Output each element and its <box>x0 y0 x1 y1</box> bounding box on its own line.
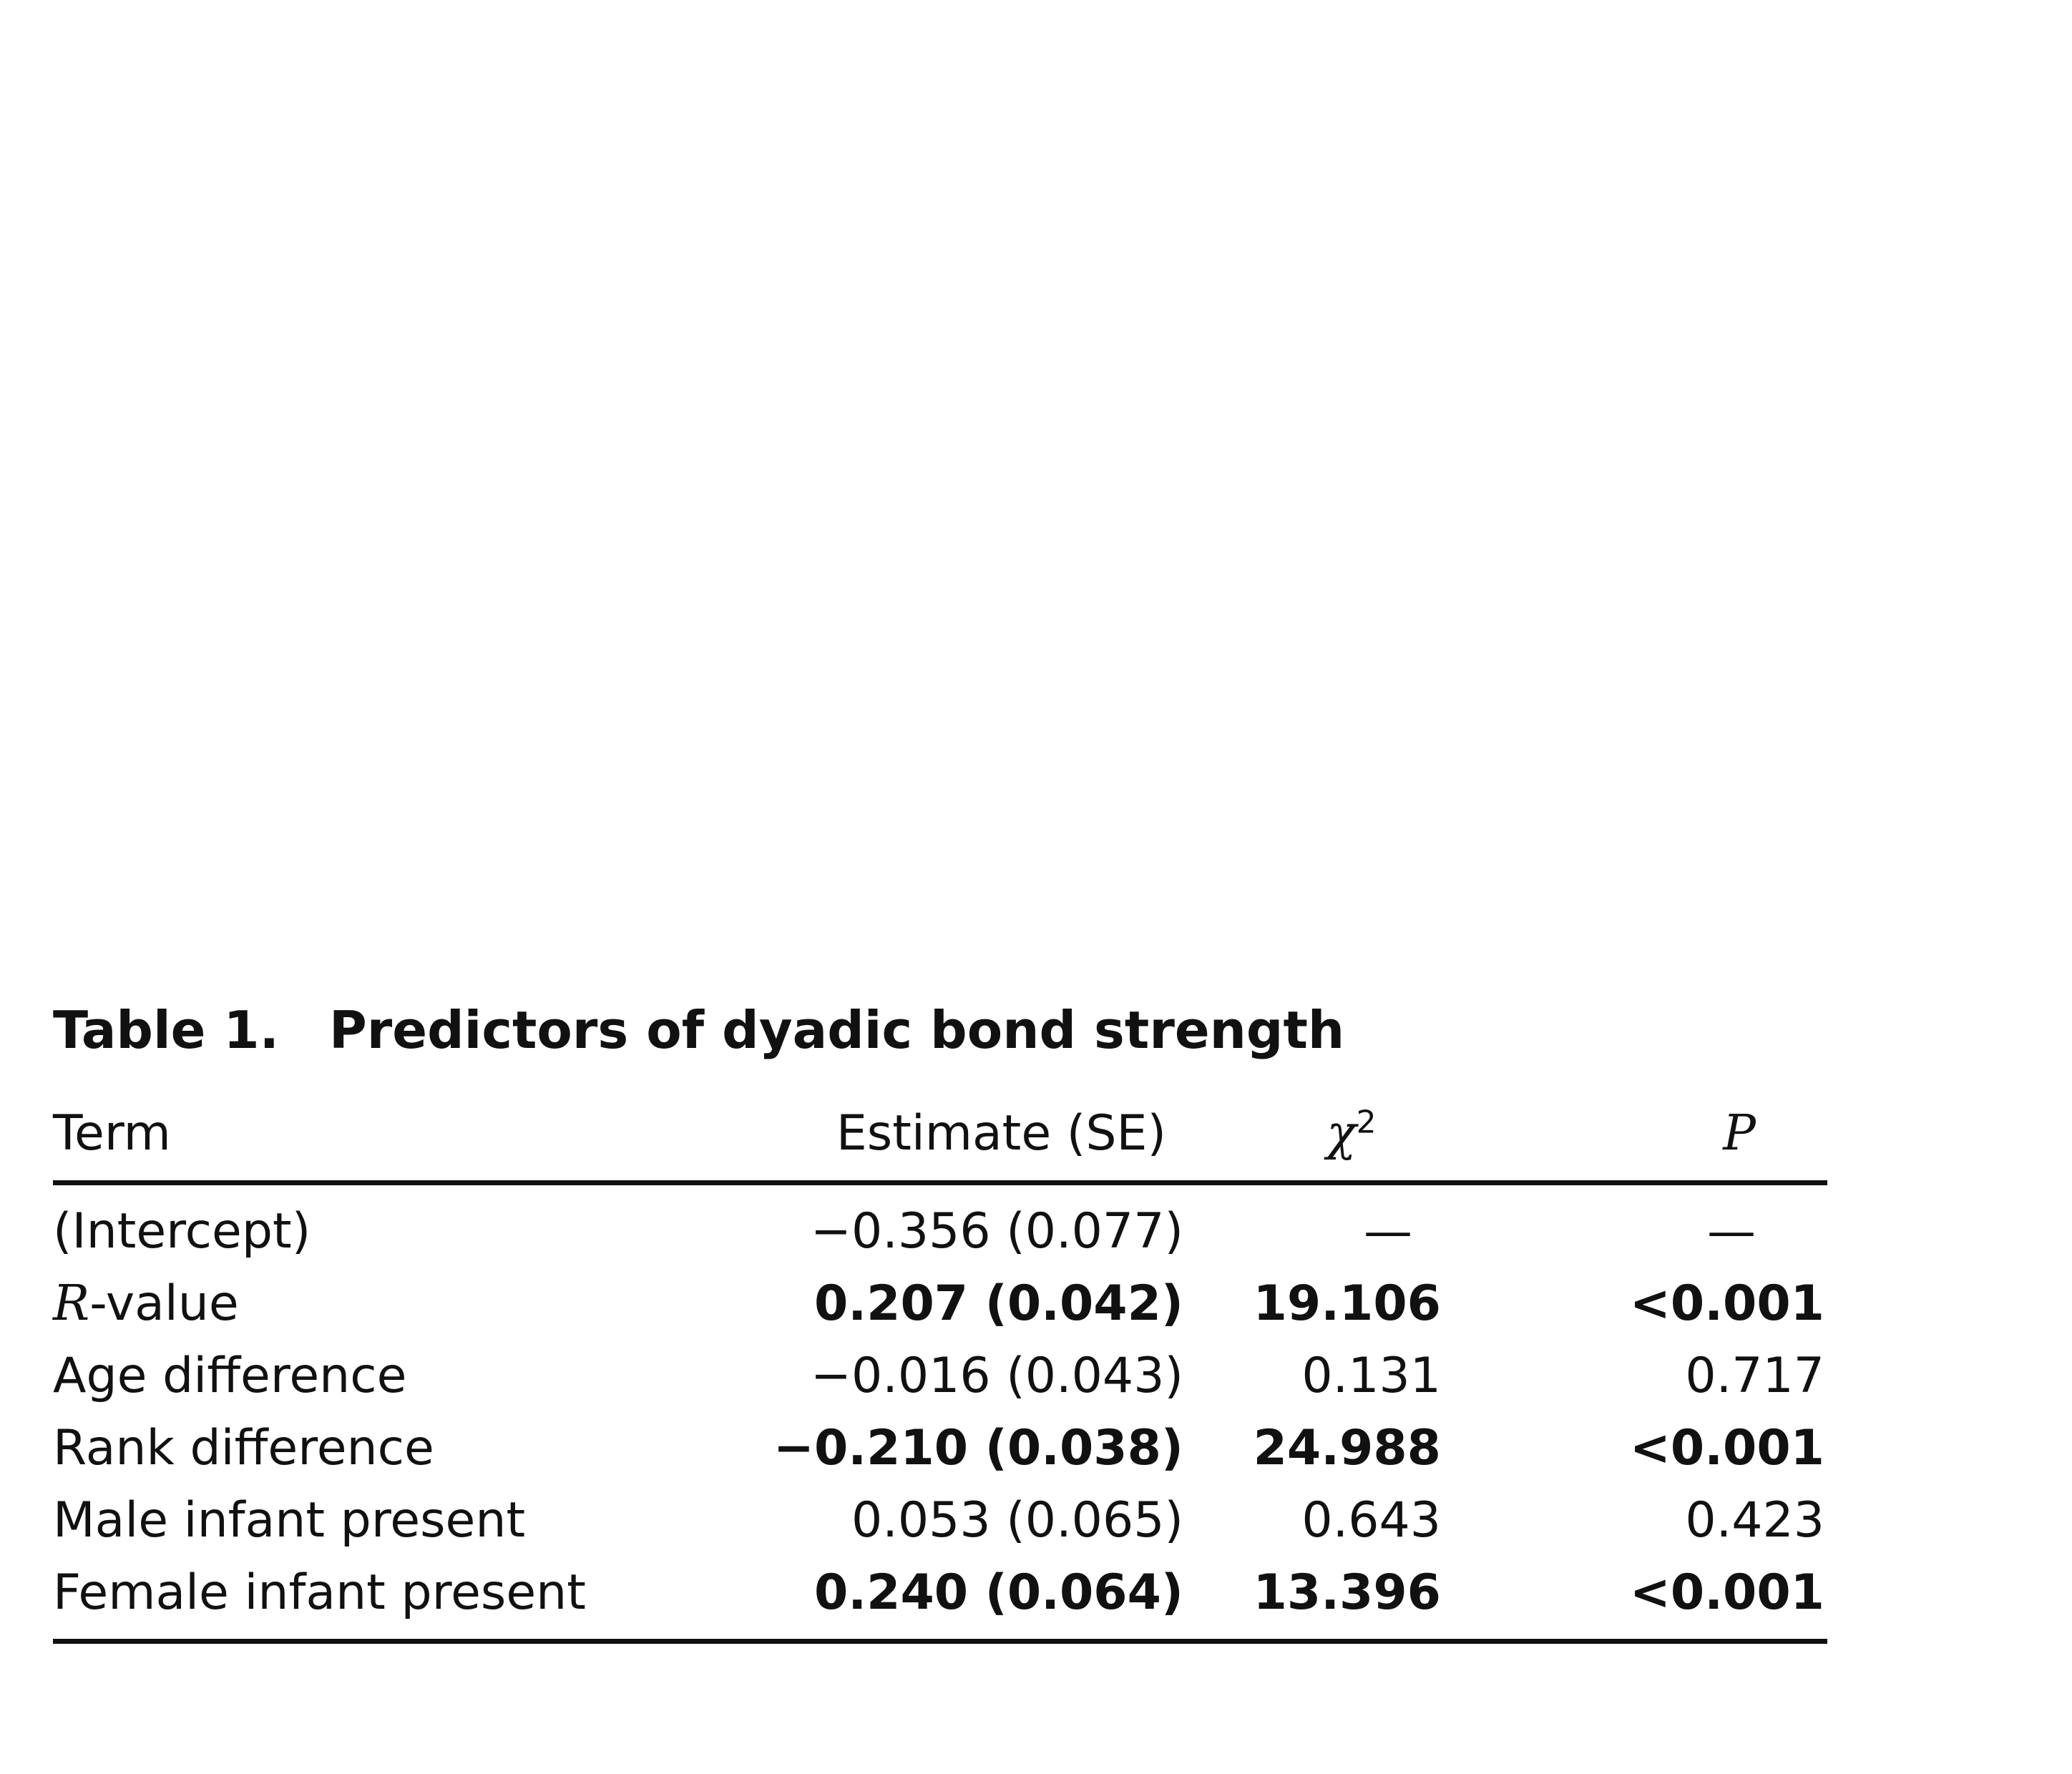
row-estimate: −0.356 (0.077) <box>811 1203 1183 1260</box>
table-row: R-value 0.207 (0.042) 19.106 <0.001 <box>53 1268 1827 1340</box>
row-term: Male infant present <box>53 1492 526 1549</box>
row-term: Female infant present <box>53 1557 768 1644</box>
row-p: 0.717 <box>1685 1348 1824 1404</box>
row-term: (Intercept) <box>53 1203 311 1260</box>
table-row: (Intercept) −0.356 (0.077) — — <box>53 1183 1827 1268</box>
chi-superscript: 2 <box>1356 1103 1377 1140</box>
row-estimate: 0.240 (0.064) <box>768 1557 1183 1644</box>
row-chi2: 19.106 <box>1253 1275 1441 1332</box>
results-table-block: Table 1. Predictors of dyadic bond streng… <box>53 994 1827 1644</box>
table-row: Rank difference −0.210 (0.038) 24.988 <0… <box>53 1412 1827 1484</box>
predictors-table: Term Estimate (SE) χ2 P (Intercept) −0.3… <box>53 1086 1827 1644</box>
row-estimate: −0.210 (0.038) <box>773 1420 1183 1476</box>
row-term: Rank difference <box>53 1420 434 1476</box>
header-estimate: Estimate (SE) <box>768 1086 1183 1185</box>
caption-label: Table 1. <box>53 1000 279 1060</box>
table-row: Male infant present 0.053 (0.065) 0.643 … <box>53 1484 1827 1557</box>
row-chi2: 13.396 <box>1183 1557 1520 1644</box>
row-estimate: −0.016 (0.043) <box>811 1348 1183 1404</box>
row-p: <0.001 <box>1629 1275 1824 1332</box>
row-term: Age difference <box>53 1348 407 1404</box>
header-p: P <box>1520 1086 1827 1185</box>
p-symbol: P <box>1723 1104 1756 1162</box>
caption-title: Predictors of dyadic bond strength <box>328 1000 1345 1060</box>
header-chi-squared: χ2 <box>1183 1086 1520 1185</box>
table-row: Female infant present 0.240 (0.064) 13.3… <box>53 1557 1827 1644</box>
row-estimate: 0.053 (0.065) <box>851 1492 1183 1549</box>
table-caption: Table 1. Predictors of dyadic bond streng… <box>53 994 1827 1066</box>
row-p: <0.001 <box>1520 1557 1827 1644</box>
row-p: 0.423 <box>1685 1492 1824 1549</box>
header-row: Term Estimate (SE) χ2 P <box>53 1086 1827 1185</box>
term-rest: -value <box>89 1275 239 1332</box>
row-p: <0.001 <box>1629 1420 1824 1476</box>
row-chi2: 0.643 <box>1301 1492 1441 1549</box>
row-estimate: 0.207 (0.042) <box>813 1275 1183 1332</box>
row-chi2: 24.988 <box>1253 1420 1441 1476</box>
row-chi2: — <box>1364 1203 1412 1260</box>
row-p: — <box>1707 1203 1756 1260</box>
chi-symbol: χ <box>1326 1104 1357 1162</box>
row-chi2: 0.131 <box>1301 1348 1441 1404</box>
term-italic-r: R <box>53 1275 90 1332</box>
header-term: Term <box>53 1086 768 1185</box>
table-row: Age difference −0.016 (0.043) 0.131 0.71… <box>53 1340 1827 1412</box>
row-term: R-value <box>53 1268 768 1340</box>
